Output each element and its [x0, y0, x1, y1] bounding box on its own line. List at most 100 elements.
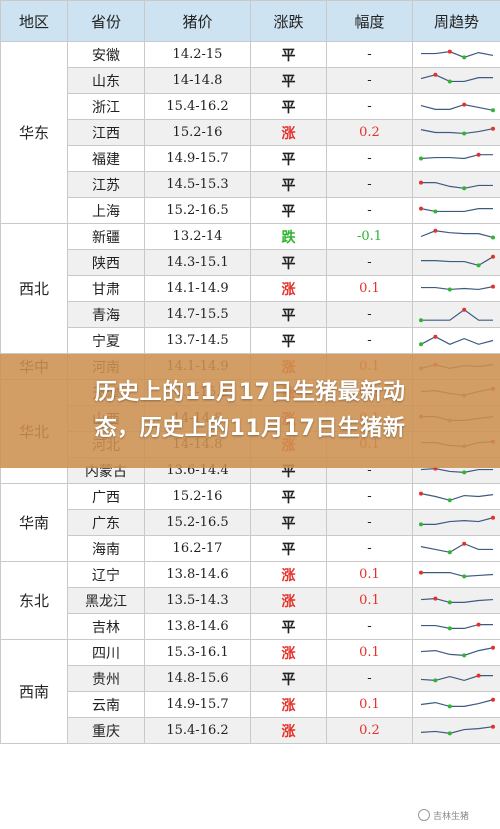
province-cell: 云南: [67, 691, 145, 718]
trend-min-point: [447, 626, 452, 631]
price-cell: 14.7-15.5: [144, 301, 251, 328]
trend-max-point: [476, 673, 481, 678]
trend-max-point: [419, 491, 423, 496]
change-cell: 平: [250, 301, 327, 328]
change-cell: 平: [250, 535, 327, 562]
price-cell: 15.2-16: [144, 483, 251, 510]
trend-max-point: [419, 180, 423, 185]
table-row: 广东 15.2-16.5 平 -: [1, 509, 500, 536]
trend-cell: [412, 613, 500, 640]
price-cell: 13.5-14.3: [144, 587, 251, 614]
trend-cell: [412, 275, 500, 302]
province-cell: 浙江: [67, 93, 145, 120]
trend-line: [420, 154, 493, 160]
trend-cell: [412, 691, 500, 718]
trend-min-point: [447, 600, 452, 605]
change-cell: 平: [250, 665, 327, 692]
table-row: 重庆 15.4-16.2 涨 0.2: [1, 717, 500, 744]
table-row: 福建 14.9-15.7 平 -: [1, 145, 500, 172]
trend-max-point: [462, 307, 467, 312]
trend-cell: [412, 327, 500, 354]
pct-cell: -: [326, 613, 413, 640]
trend-cell: [412, 483, 500, 510]
price-cell: 14.2-15: [144, 41, 251, 68]
trend-sparkline: [419, 570, 494, 579]
trend-line: [420, 74, 493, 83]
trend-max-point: [476, 622, 481, 627]
trend-cell: [412, 587, 500, 614]
trend-cell: [412, 561, 500, 588]
trend-line: [420, 543, 493, 553]
trend-min-point: [462, 653, 467, 658]
trend-line: [421, 256, 494, 266]
region-cell: 华东: [0, 41, 68, 224]
trend-sparkline: [420, 697, 495, 709]
header-province: 省份: [67, 0, 145, 42]
trend-min-point: [447, 79, 452, 84]
trend-min-point: [433, 678, 438, 683]
header-pct: 幅度: [326, 0, 413, 42]
trend-line: [421, 309, 493, 321]
change-cell: 涨: [250, 119, 327, 146]
trend-sparkline: [420, 102, 495, 113]
trend-max-point: [491, 515, 495, 520]
change-cell: 平: [250, 249, 327, 276]
trend-sparkline: [420, 72, 493, 84]
trend-line: [420, 597, 494, 603]
pct-cell: -: [326, 535, 413, 562]
pct-cell: -: [326, 41, 413, 68]
price-cell: 15.2-16.5: [144, 509, 251, 536]
pct-cell: 0.2: [326, 717, 413, 744]
trend-min-point: [447, 704, 452, 709]
change-cell: 涨: [250, 639, 327, 666]
trend-min-point: [433, 209, 438, 214]
table-row: 浙江 15.4-16.2 平 -: [1, 93, 500, 120]
trend-max-point: [462, 541, 467, 546]
trend-sparkline: [419, 180, 493, 191]
trend-line: [420, 103, 494, 111]
price-cell: 15.2-16.5: [144, 197, 251, 224]
header-row: 地区 省份 猪价 涨跌 幅度 周趋势: [0, 0, 500, 42]
trend-cell: [412, 41, 500, 68]
province-cell: 宁夏: [67, 327, 145, 354]
trend-line: [420, 230, 494, 239]
table-row: 上海 15.2-16.5 平 -: [1, 197, 500, 224]
price-cell: 14.3-15.1: [144, 249, 251, 276]
trend-max-point: [433, 334, 438, 339]
trend-max-point: [419, 206, 423, 211]
province-cell: 广西: [67, 483, 145, 510]
price-cell: 15.4-16.2: [144, 93, 251, 120]
trend-line: [421, 51, 494, 58]
trend-sparkline: [421, 284, 495, 292]
banner-line-2: 态，历史上的11月17日生猪新: [94, 416, 406, 441]
trend-min-point: [462, 574, 467, 579]
trend-cell: [412, 301, 500, 328]
trend-sparkline: [421, 622, 493, 631]
trend-sparkline: [419, 152, 493, 161]
trend-line: [420, 493, 494, 501]
trend-cell: [412, 93, 500, 120]
trend-min-point: [462, 131, 467, 136]
pct-cell: -: [326, 665, 413, 692]
change-cell: 平: [250, 613, 327, 640]
pct-cell: -: [326, 301, 413, 328]
trend-min-point: [419, 342, 423, 347]
trend-sparkline: [419, 491, 494, 503]
price-cell: 13.8-14.6: [144, 613, 251, 640]
price-cell: 14.1-14.9: [144, 275, 251, 302]
trend-cell: [412, 67, 500, 94]
price-cell: 15.2-16: [144, 119, 251, 146]
region-cell: 华南: [0, 483, 68, 562]
trend-sparkline: [420, 596, 494, 605]
province-cell: 甘肃: [67, 275, 145, 302]
trend-line: [420, 467, 493, 474]
pct-cell: -: [326, 171, 413, 198]
change-cell: 平: [250, 145, 327, 172]
banner-line-1: 历史上的11月17日生猪最新动: [94, 380, 406, 405]
pct-cell: -: [326, 327, 413, 354]
table-body: 华东 安徽 14.2-15 平 - 山东 14-14.8 平 - 浙江 15.4-16.2 平 - 江西 1…: [0, 41, 500, 744]
trend-min-point: [462, 186, 467, 191]
province-cell: 黑龙江: [67, 587, 145, 614]
province-cell: 四川: [67, 639, 145, 666]
trend-cell: [412, 665, 500, 692]
